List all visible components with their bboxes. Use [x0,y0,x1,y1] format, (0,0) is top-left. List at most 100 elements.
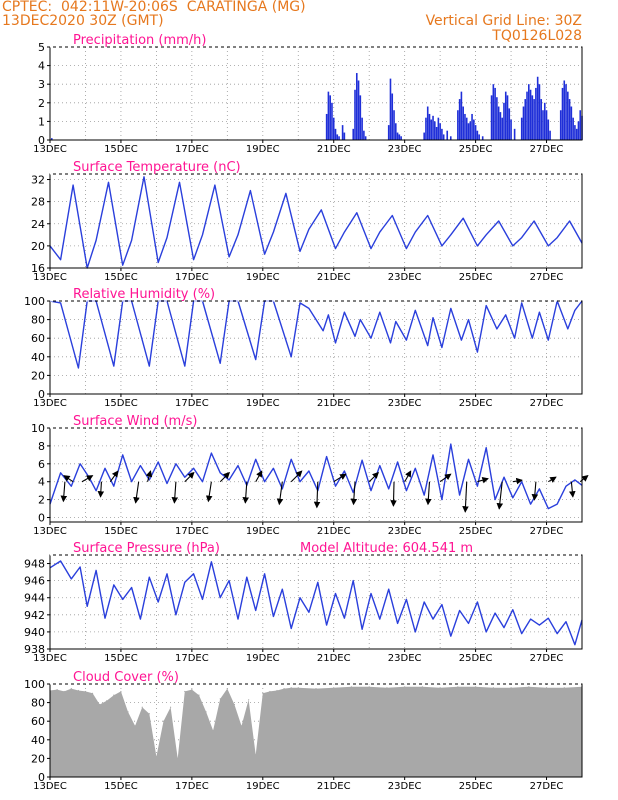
data-point [450,444,451,445]
precip-bar [533,99,535,140]
data-point [421,686,423,688]
series-line [49,176,583,269]
y-tick-label: 938 [24,643,45,656]
precip-bar [425,117,427,140]
precip-bar [387,125,390,140]
precip-bar [393,110,395,140]
data-point [291,628,292,629]
data-point [386,687,388,689]
data-point [468,319,469,320]
x-tick-label: 19DEC [246,272,280,283]
data-point [521,481,522,482]
data-point [563,687,565,689]
data-point [450,234,451,235]
x-tick-label: 17DEC [175,653,209,664]
data-point [155,755,157,758]
data-point [432,618,433,619]
precip-bar [540,99,543,140]
data-point [390,342,391,343]
data-point [184,582,185,583]
data-point [530,618,531,619]
precip-bar [575,128,578,140]
data-point [461,339,462,340]
x-tick-label: 17DEC [175,781,209,792]
header-run-code: TQ0126L028 [492,28,582,44]
data-point [521,633,522,634]
precip-bar [568,99,571,140]
x-tick-label: 19DEC [246,144,280,155]
data-point [78,367,79,368]
data-point [379,618,380,619]
wind-arrow [242,481,250,504]
precip-bar [329,95,331,140]
precip-bar [492,84,495,140]
precip-bar [359,95,362,140]
y-tick-label: 20 [31,752,45,765]
precip-bar [423,132,425,140]
data-point [149,479,150,480]
x-tick-label: 23DEC [388,781,422,792]
data-point [226,688,228,690]
data-point [264,481,265,482]
x-tick-label: 17DEC [175,526,209,537]
data-point [220,363,221,364]
precip-bar [471,113,473,140]
data-point [370,490,371,491]
x-tick-label: 25DEC [459,398,493,409]
y-tick-label: 1 [38,115,45,128]
precip-bar [577,121,580,140]
wind-arrow [63,475,74,483]
wind-arrow [81,475,94,483]
precip-bar [520,117,523,140]
data-point [335,342,336,343]
data-point [134,725,136,727]
data-point [149,366,150,367]
data-point [335,248,336,249]
data-point [521,302,522,303]
data-point [308,612,309,613]
precip-bar [524,99,527,140]
data-point [308,308,309,309]
data-point [285,193,286,194]
y-tick-label: 0 [38,388,45,401]
x-tick-label: 25DEC [459,653,493,664]
data-point [211,561,212,562]
data-point [539,312,540,313]
data-point [237,465,238,466]
data-point [269,690,271,693]
precip-bar [462,106,464,140]
data-point [283,688,285,690]
precip-bar [565,84,567,140]
data-point [370,593,371,594]
precip-bar [442,134,445,140]
data-point [166,237,167,238]
x-tick-label: 15DEC [104,526,138,537]
data-point [534,220,535,221]
x-tick-label: 25DEC [459,272,493,283]
wind-arrow [390,481,397,507]
data-point [392,215,393,216]
data-point [486,631,487,632]
data-point [528,686,530,688]
y-tick-label: 16 [31,262,45,275]
data-point [530,503,531,504]
precip-bar [473,119,475,140]
data-point [255,754,257,756]
precip-bar [441,128,443,140]
y-tick-label: 60 [31,332,45,345]
data-point [424,495,425,496]
data-point [299,251,300,252]
data-point [492,687,494,689]
data-point [140,618,141,619]
data-point [354,336,355,337]
precip-bar [464,113,466,140]
data-point [299,597,300,598]
wind-arrow [425,481,432,506]
data-point [184,477,185,478]
y-tick-label: 32 [31,174,45,187]
wind-arrow [531,481,539,501]
data-point [308,229,309,230]
data-point [565,621,566,622]
data-point [370,248,371,249]
precip-bar [561,87,564,140]
